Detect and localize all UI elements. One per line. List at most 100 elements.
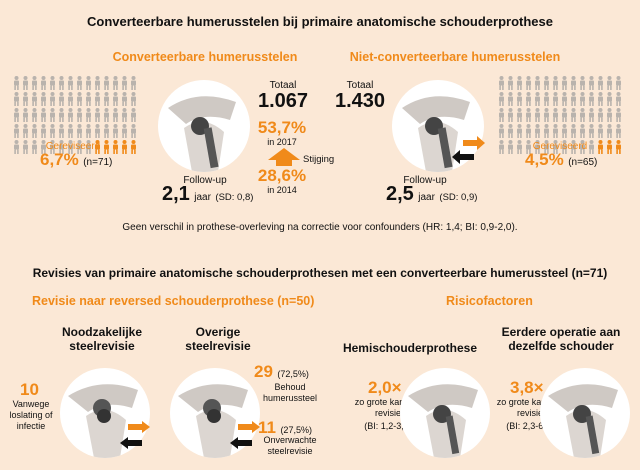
increase-arrow: [268, 148, 300, 171]
col2-a-value: 29: [254, 362, 273, 381]
shoulder-illustration-col2: [170, 368, 260, 458]
person-icon: [75, 108, 84, 122]
right-followup-label: Follow-up: [403, 175, 447, 186]
person-icon: [21, 76, 30, 90]
person-icon: [120, 108, 129, 122]
arrow-black-left-right: [452, 150, 474, 169]
person-icon: [605, 76, 614, 90]
person-icon: [569, 92, 578, 106]
section2-title: Revisies van primaire anatomische schoud…: [32, 266, 608, 280]
person-icon: [551, 92, 560, 106]
person-icon: [524, 124, 533, 138]
person-icon: [66, 92, 75, 106]
pct-2014: 28,6%: [257, 166, 307, 185]
person-icon: [569, 124, 578, 138]
person-icon: [524, 108, 533, 122]
risk2-value: 3,8: [510, 378, 534, 397]
person-icon: [30, 108, 39, 122]
person-icon: [129, 108, 138, 122]
person-icon: [66, 124, 75, 138]
person-icon: [93, 92, 102, 106]
left-revised-pct: 6,7%: [40, 150, 79, 169]
col1-text: Vanwege loslating of infectie: [9, 399, 53, 431]
person-icon: [66, 108, 75, 122]
person-icon: [75, 76, 84, 90]
col1-value: 10: [20, 380, 39, 399]
person-icon: [605, 140, 614, 154]
person-icon: [48, 124, 57, 138]
person-icon: [48, 76, 57, 90]
person-icon: [533, 140, 542, 154]
person-icon: [605, 108, 614, 122]
left-followup-unit: jaar: [194, 192, 211, 203]
person-icon: [93, 140, 102, 154]
person-icon: [497, 140, 506, 154]
footnote: Geen verschil in prothese-overleving na …: [122, 222, 518, 233]
risk1-ci: (BI: 1,2-3,4): [364, 421, 412, 431]
person-icon: [542, 108, 551, 122]
person-icon: [515, 108, 524, 122]
person-icon: [596, 108, 605, 122]
person-icon: [111, 140, 120, 154]
risk1-value: 2,0: [368, 378, 392, 397]
person-icon: [48, 92, 57, 106]
person-icon: [21, 124, 30, 138]
right-revised-label: Gereviseerd: [532, 141, 588, 152]
person-icon: [587, 92, 596, 106]
person-icon: [515, 76, 524, 90]
person-icon: [57, 140, 66, 154]
person-icon: [533, 108, 542, 122]
person-icon: [569, 108, 578, 122]
person-icon: [605, 124, 614, 138]
risk2-text: zo grote kans op revisie: [496, 397, 564, 418]
person-icon: [533, 92, 542, 106]
col2-a-text: Behoud humerussteel: [262, 382, 318, 403]
col2-b-text: Onverwachte steelrevisie: [263, 435, 317, 456]
person-icon: [542, 76, 551, 90]
person-icon: [497, 108, 506, 122]
person-icon: [120, 76, 129, 90]
risk-title: Risicofactoren: [446, 294, 533, 308]
person-icon: [614, 124, 623, 138]
person-icon: [57, 92, 66, 106]
person-icon: [39, 140, 48, 154]
right-revised: 4,5% (n=65): [525, 150, 597, 170]
year-2014: in 2014: [267, 185, 297, 195]
person-icon: [533, 76, 542, 90]
person-icon: [39, 76, 48, 90]
left-followup-sd: (SD: 0,8): [215, 192, 254, 203]
person-icon: [497, 124, 506, 138]
person-icon: [551, 140, 560, 154]
increase-label: Stijging: [303, 154, 335, 165]
person-icon: [506, 76, 515, 90]
left-followup-value: 2,1: [162, 183, 190, 205]
right-title: Niet-converteerbare humerusstelen: [349, 50, 561, 64]
person-icon: [524, 76, 533, 90]
person-icon: [614, 140, 623, 154]
risk1-value-wrap: 2,0×: [368, 378, 402, 398]
person-icon: [48, 140, 57, 154]
pct-2017: 53,7%: [257, 118, 307, 137]
person-icon: [30, 140, 39, 154]
person-icon: [596, 76, 605, 90]
person-icon: [93, 76, 102, 90]
col1-title: Noodzakelijke steelrevisie: [61, 325, 143, 353]
person-icon: [84, 140, 93, 154]
person-icon: [84, 124, 93, 138]
person-icon: [66, 76, 75, 90]
left-followup: 2,1 jaar (SD: 0,8): [162, 183, 253, 206]
person-icon: [75, 124, 84, 138]
person-icon: [129, 140, 138, 154]
col1-arrow-orange: [128, 420, 150, 438]
right-followup: 2,5 jaar (SD: 0,9): [386, 183, 477, 206]
person-icon: [30, 124, 39, 138]
person-icon: [102, 140, 111, 154]
person-icon: [542, 92, 551, 106]
person-icon: [12, 76, 21, 90]
person-icon: [506, 92, 515, 106]
person-icon: [21, 108, 30, 122]
person-icon: [57, 124, 66, 138]
left-title: Converteerbare humerusstelen: [112, 50, 298, 64]
person-icon: [551, 76, 560, 90]
person-icon: [506, 124, 515, 138]
